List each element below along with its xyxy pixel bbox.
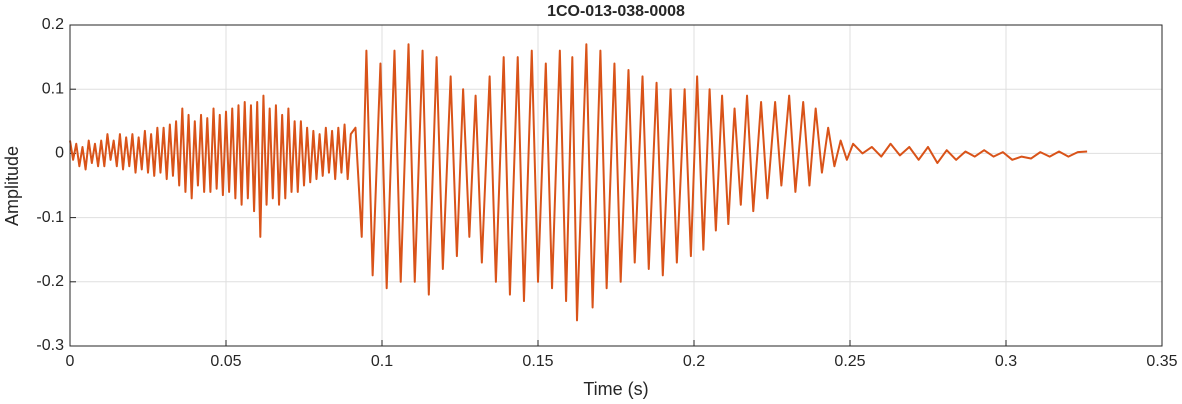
y-tick-label: -0.2 — [36, 273, 64, 290]
axes-box — [69, 24, 1163, 347]
x-tick-label: 0.05 — [210, 353, 241, 370]
x-tick-label: 0.1 — [371, 353, 393, 370]
y-tick-label: -0.1 — [36, 209, 64, 226]
x-tick-label: 0.35 — [1146, 353, 1177, 370]
plot-area — [70, 25, 1162, 346]
y-tick-label: -0.3 — [36, 337, 64, 354]
y-tick-label: 0 — [55, 145, 64, 162]
x-tick-label: 0.15 — [522, 353, 553, 370]
x-tick-label: 0 — [66, 353, 75, 370]
y-tick-label: 0.2 — [42, 16, 64, 33]
x-tick-label: 0.3 — [995, 353, 1017, 370]
x-axis-label: Time (s) — [583, 379, 648, 399]
waveform-line — [69, 43, 1088, 322]
chart-title: 1CO-013-038-0008 — [547, 3, 685, 20]
y-tick-label: 0.1 — [42, 80, 64, 97]
x-tick-label: 0.2 — [683, 353, 705, 370]
x-tick-label: 0.25 — [834, 353, 865, 370]
y-axis-label: Amplitude — [2, 146, 22, 226]
